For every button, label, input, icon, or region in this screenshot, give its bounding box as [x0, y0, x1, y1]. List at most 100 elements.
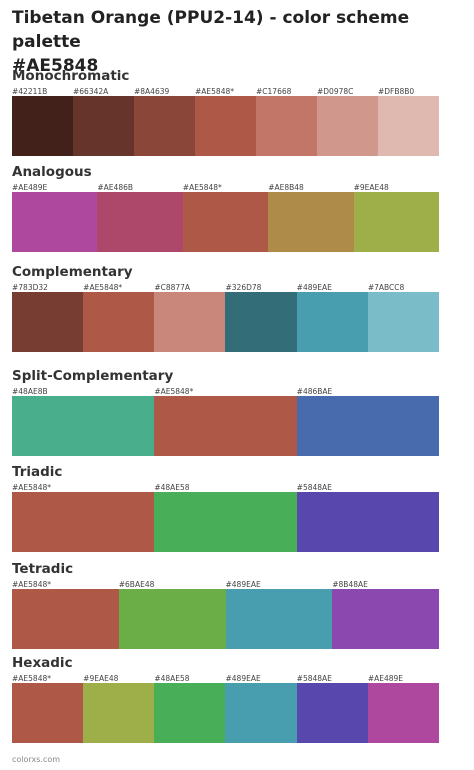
color-swatch[interactable] [353, 192, 439, 252]
color-swatch[interactable] [12, 192, 98, 252]
color-swatch[interactable] [73, 96, 134, 156]
color-codes-row: #AE489E #AE486B #AE5848* #AE8B48 #9EAE48 [12, 183, 439, 192]
color-codes-row: #48AE8B #AE5848* #486BAE [12, 387, 439, 396]
color-swatch[interactable] [154, 683, 226, 743]
swatch-row [12, 192, 439, 252]
color-code-label: #783D32 [12, 283, 48, 292]
palette-section-monochromatic: Monochromatic #42211B #66342A #8A4639 #AE584… [12, 68, 439, 156]
palette-section-tetradic: Tetradic #AE5848* #6BAE48 #489EAE #8B48AE [12, 561, 439, 649]
color-swatch[interactable] [296, 396, 439, 456]
color-code-label: #AE5848* [12, 580, 51, 589]
section-title: Triadic [12, 464, 63, 480]
color-swatch[interactable] [83, 292, 155, 352]
color-swatch[interactable] [12, 589, 119, 649]
color-swatch[interactable] [296, 292, 368, 352]
color-code-label: #AE5848* [195, 87, 234, 96]
color-swatch[interactable] [12, 96, 73, 156]
color-codes-row: #42211B #66342A #8A4639 #AE5848* #C17668 #D09… [12, 87, 439, 96]
color-code-label: #489EAE [225, 580, 261, 589]
color-code-label: #42211B [12, 87, 48, 96]
color-code-label: #AE489E [12, 183, 48, 192]
section-title: Monochromatic [12, 68, 130, 84]
color-code-label: #7ABCC8 [367, 283, 405, 292]
color-swatch[interactable] [12, 492, 155, 552]
swatch-row [12, 396, 439, 456]
palette-section-triadic: Triadic #AE5848* #48AE58 #5848AE [12, 464, 439, 552]
color-codes-row: #AE5848* #48AE58 #5848AE [12, 483, 439, 492]
color-codes-row: #AE5848* #9EAE48 #48AE58 #489EAE #5848AE #AE4… [12, 674, 439, 683]
color-code-label: #8A4639 [134, 87, 170, 96]
swatch-row [12, 292, 439, 352]
color-codes-row: #783D32 #AE5848* #C8877A #326D78 #489EAE #7AB… [12, 283, 439, 292]
page-title-line1: Tibetan Orange (PPU2-14) - color scheme … [12, 8, 410, 52]
swatch-row [12, 492, 439, 552]
color-swatch[interactable] [134, 96, 195, 156]
color-code-label: #489EAE [296, 283, 332, 292]
palette-section-analogous: Analogous #AE489E #AE486B #AE5848* #AE8B48 #9… [12, 164, 439, 252]
color-swatch[interactable] [378, 96, 439, 156]
color-swatch[interactable] [97, 192, 183, 252]
color-code-label: #D0978C [317, 87, 354, 96]
section-title: Hexadic [12, 655, 73, 671]
color-code-label: #AE8B48 [268, 183, 304, 192]
color-code-label: #326D78 [225, 283, 262, 292]
color-swatch[interactable] [154, 492, 297, 552]
color-code-label: #DFB8B0 [378, 87, 415, 96]
color-swatch[interactable] [154, 292, 226, 352]
color-swatch[interactable] [367, 292, 439, 352]
color-swatch[interactable] [256, 96, 317, 156]
color-swatch[interactable] [118, 589, 226, 649]
palette-section-complementary: Complementary #783D32 #AE5848* #C8877A #326D… [12, 264, 439, 352]
swatch-row [12, 683, 439, 743]
color-code-label: #489EAE [225, 674, 261, 683]
color-code-label: #AE5848* [182, 183, 222, 192]
footer-credit: colorxs.com [12, 755, 61, 764]
color-swatch[interactable] [332, 589, 439, 649]
color-code-label: #48AE58 [154, 483, 190, 492]
color-swatch[interactable] [296, 683, 368, 743]
color-code-label: #5848AE [296, 483, 332, 492]
color-swatch[interactable] [12, 292, 84, 352]
color-swatch[interactable] [182, 192, 269, 252]
color-code-label: #8B48AE [332, 580, 368, 589]
color-swatch[interactable] [195, 96, 256, 156]
color-code-label: #6BAE48 [118, 580, 155, 589]
color-codes-row: #AE5848* #6BAE48 #489EAE #8B48AE [12, 580, 439, 589]
color-code-label: #9EAE48 [83, 674, 119, 683]
section-title: Tetradic [12, 561, 74, 577]
color-code-label: #C8877A [154, 283, 191, 292]
palette-section-split-complementary: Split-Complementary #48AE8B #AE5848* #486BA… [12, 368, 439, 456]
color-code-label: #5848AE [296, 674, 332, 683]
color-swatch[interactable] [83, 683, 155, 743]
section-title: Complementary [12, 264, 133, 280]
color-swatch[interactable] [296, 492, 439, 552]
swatch-row [12, 589, 439, 649]
color-swatch[interactable] [268, 192, 354, 252]
color-swatch[interactable] [154, 396, 297, 456]
color-swatch[interactable] [12, 396, 155, 456]
color-code-label: #AE5848* [12, 674, 51, 683]
section-title: Split-Complementary [12, 368, 174, 384]
color-code-label: #AE5848* [154, 387, 194, 396]
color-code-label: #48AE58 [154, 674, 190, 683]
section-title: Analogous [12, 164, 92, 180]
swatch-row [12, 96, 439, 156]
color-code-label: #486BAE [296, 387, 333, 396]
palette-section-hexadic: Hexadic #AE5848* #9EAE48 #48AE58 #489EAE #584… [12, 655, 439, 743]
color-code-label: #AE5848* [83, 283, 123, 292]
color-swatch[interactable] [225, 292, 297, 352]
color-code-label: #9EAE48 [353, 183, 389, 192]
page-title-line2: #AE5848 [12, 56, 99, 76]
color-code-label: #C17668 [256, 87, 292, 96]
page-title: Tibetan Orange (PPU2-14) - color scheme … [12, 6, 467, 78]
color-swatch[interactable] [317, 96, 378, 156]
color-code-label: #66342A [73, 87, 109, 96]
color-swatch[interactable] [367, 683, 439, 743]
color-swatch[interactable] [12, 683, 84, 743]
color-code-label: #AE486B [97, 183, 134, 192]
color-swatch[interactable] [225, 589, 333, 649]
color-code-label: #48AE8B [12, 387, 48, 396]
color-swatch[interactable] [225, 683, 297, 743]
color-code-label: #AE5848* [12, 483, 51, 492]
color-code-label: #AE489E [367, 674, 404, 683]
